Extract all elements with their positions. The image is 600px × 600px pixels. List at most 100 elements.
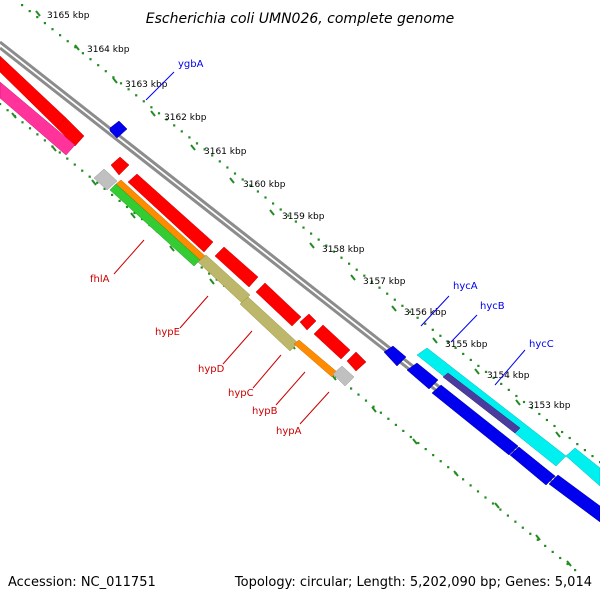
ruler-tick bbox=[269, 209, 275, 216]
gene-label-hycA[interactable]: hycA bbox=[453, 281, 478, 292]
feature-cyan-right[interactable] bbox=[565, 447, 600, 487]
feature-blue-b[interactable] bbox=[431, 384, 519, 456]
ruler-dot bbox=[340, 256, 343, 259]
ruler-dot bbox=[97, 64, 100, 67]
ruler-dot bbox=[28, 127, 32, 130]
feature-red-a[interactable] bbox=[110, 156, 130, 176]
ruler-tick bbox=[535, 534, 541, 541]
ruler-dot bbox=[66, 40, 69, 43]
ruler-dot bbox=[469, 358, 472, 361]
hycA-callout-line bbox=[420, 295, 450, 327]
ruler-dot bbox=[424, 448, 427, 451]
ruler-dot bbox=[387, 417, 390, 420]
tick-label-3162: 3162 kbp bbox=[164, 113, 207, 123]
ruler-dot bbox=[218, 160, 221, 163]
ruler-dot bbox=[583, 449, 586, 452]
ruler-dot bbox=[424, 322, 427, 325]
ruler-tick bbox=[391, 305, 397, 312]
feature-gray-a[interactable] bbox=[93, 168, 118, 191]
tick-label-3158: 3158 kbp bbox=[322, 245, 365, 255]
ruler-dot bbox=[530, 406, 533, 410]
ruler-dot bbox=[386, 292, 389, 295]
ruler-dot bbox=[21, 4, 24, 7]
ruler-tick bbox=[169, 245, 175, 252]
ruler-dot bbox=[536, 538, 539, 541]
ruler-dot bbox=[88, 175, 91, 178]
gene-label-hypE[interactable]: hypE bbox=[155, 327, 180, 338]
feature-ygbA[interactable] bbox=[109, 120, 128, 139]
feature-gray-b[interactable] bbox=[332, 365, 355, 387]
feature-blue-d[interactable] bbox=[548, 474, 600, 523]
feature-red-c[interactable] bbox=[214, 246, 259, 288]
feature-red-f[interactable] bbox=[313, 324, 351, 360]
hycB-callout-line bbox=[450, 314, 478, 343]
feature-blue-c[interactable] bbox=[509, 446, 556, 486]
ruler-dot bbox=[499, 508, 502, 511]
ruler-dot bbox=[476, 490, 480, 493]
ruler-dot bbox=[394, 423, 397, 426]
feature-red-b[interactable] bbox=[127, 173, 214, 253]
ruler-dot bbox=[477, 364, 480, 367]
ruler-dot bbox=[89, 58, 92, 61]
ruler-dot bbox=[241, 178, 244, 181]
ruler-dot bbox=[325, 244, 328, 247]
gene-label-hypD[interactable]: hypD bbox=[198, 364, 225, 375]
ruler-dot bbox=[409, 435, 412, 439]
ruler-dot bbox=[264, 196, 267, 199]
hypA-callout-line bbox=[299, 391, 330, 425]
ruler-dot bbox=[544, 544, 547, 547]
ruler-dot bbox=[417, 441, 420, 445]
feature-blue-a[interactable] bbox=[406, 362, 439, 390]
ruler-tick bbox=[35, 10, 41, 17]
gene-label-hycC[interactable]: hycC bbox=[529, 339, 554, 350]
ruler-dot bbox=[135, 94, 138, 97]
ruler-dot bbox=[370, 280, 373, 283]
ruler-dot bbox=[74, 46, 77, 49]
ruler-dot bbox=[363, 274, 366, 277]
ruler-dot bbox=[469, 484, 472, 487]
ruler-dot bbox=[173, 124, 176, 127]
ruler-dot bbox=[357, 393, 360, 396]
ruler-dot bbox=[28, 10, 31, 13]
ruler-dot bbox=[21, 121, 24, 124]
gene-label-hypA[interactable]: hypA bbox=[276, 426, 302, 437]
ygbA-callout-line bbox=[145, 71, 175, 101]
ruler-dot bbox=[43, 22, 46, 25]
fhlA-callout-line bbox=[113, 239, 145, 275]
ruler-dot bbox=[454, 346, 457, 349]
gene-label-ygbA[interactable]: ygbA bbox=[178, 59, 204, 70]
hypC-callout-line bbox=[252, 354, 282, 389]
ruler-dot bbox=[118, 199, 121, 202]
tick-label-3164: 3164 kbp bbox=[87, 45, 130, 55]
feature-blue-small[interactable] bbox=[383, 345, 407, 367]
ruler-dot bbox=[484, 370, 488, 373]
tick-label-3160: 3160 kbp bbox=[243, 180, 286, 190]
ruler-dot bbox=[203, 148, 206, 151]
ruler-tick bbox=[11, 112, 17, 119]
gene-label-hycB[interactable]: hycB bbox=[480, 301, 505, 312]
ruler-dot bbox=[180, 130, 183, 133]
feature-red-left-2[interactable] bbox=[56, 117, 85, 147]
ruler-dot bbox=[492, 376, 495, 379]
gene-label-fhlA[interactable]: fhlA bbox=[90, 274, 110, 285]
gene-label-hypB[interactable]: hypB bbox=[252, 406, 278, 417]
ruler-dot bbox=[561, 430, 564, 434]
ruler-dot bbox=[393, 298, 396, 301]
feature-red-e[interactable] bbox=[299, 313, 317, 331]
ruler-tick bbox=[453, 470, 459, 477]
feature-khaki-b[interactable] bbox=[239, 296, 299, 352]
ruler-dot bbox=[522, 400, 526, 404]
ruler-dot bbox=[51, 28, 54, 31]
feature-pink-left[interactable] bbox=[0, 81, 76, 156]
gene-features bbox=[0, 55, 600, 523]
ruler-dot bbox=[133, 211, 136, 215]
gene-label-hypC[interactable]: hypC bbox=[228, 388, 254, 399]
ruler-dot bbox=[200, 266, 203, 269]
feature-purple[interactable] bbox=[442, 372, 521, 434]
genome-summary-text: Topology: circular; Length: 5,202,090 bp… bbox=[234, 575, 592, 590]
feature-khaki-a[interactable] bbox=[197, 254, 251, 304]
feature-red-d[interactable] bbox=[255, 282, 302, 327]
kbp-tick-labels: 3165 kbp 3164 kbp 3163 kbp 3162 kbp 3161… bbox=[47, 11, 571, 411]
feature-red-g[interactable] bbox=[346, 351, 367, 372]
ruler-dot bbox=[515, 394, 518, 398]
